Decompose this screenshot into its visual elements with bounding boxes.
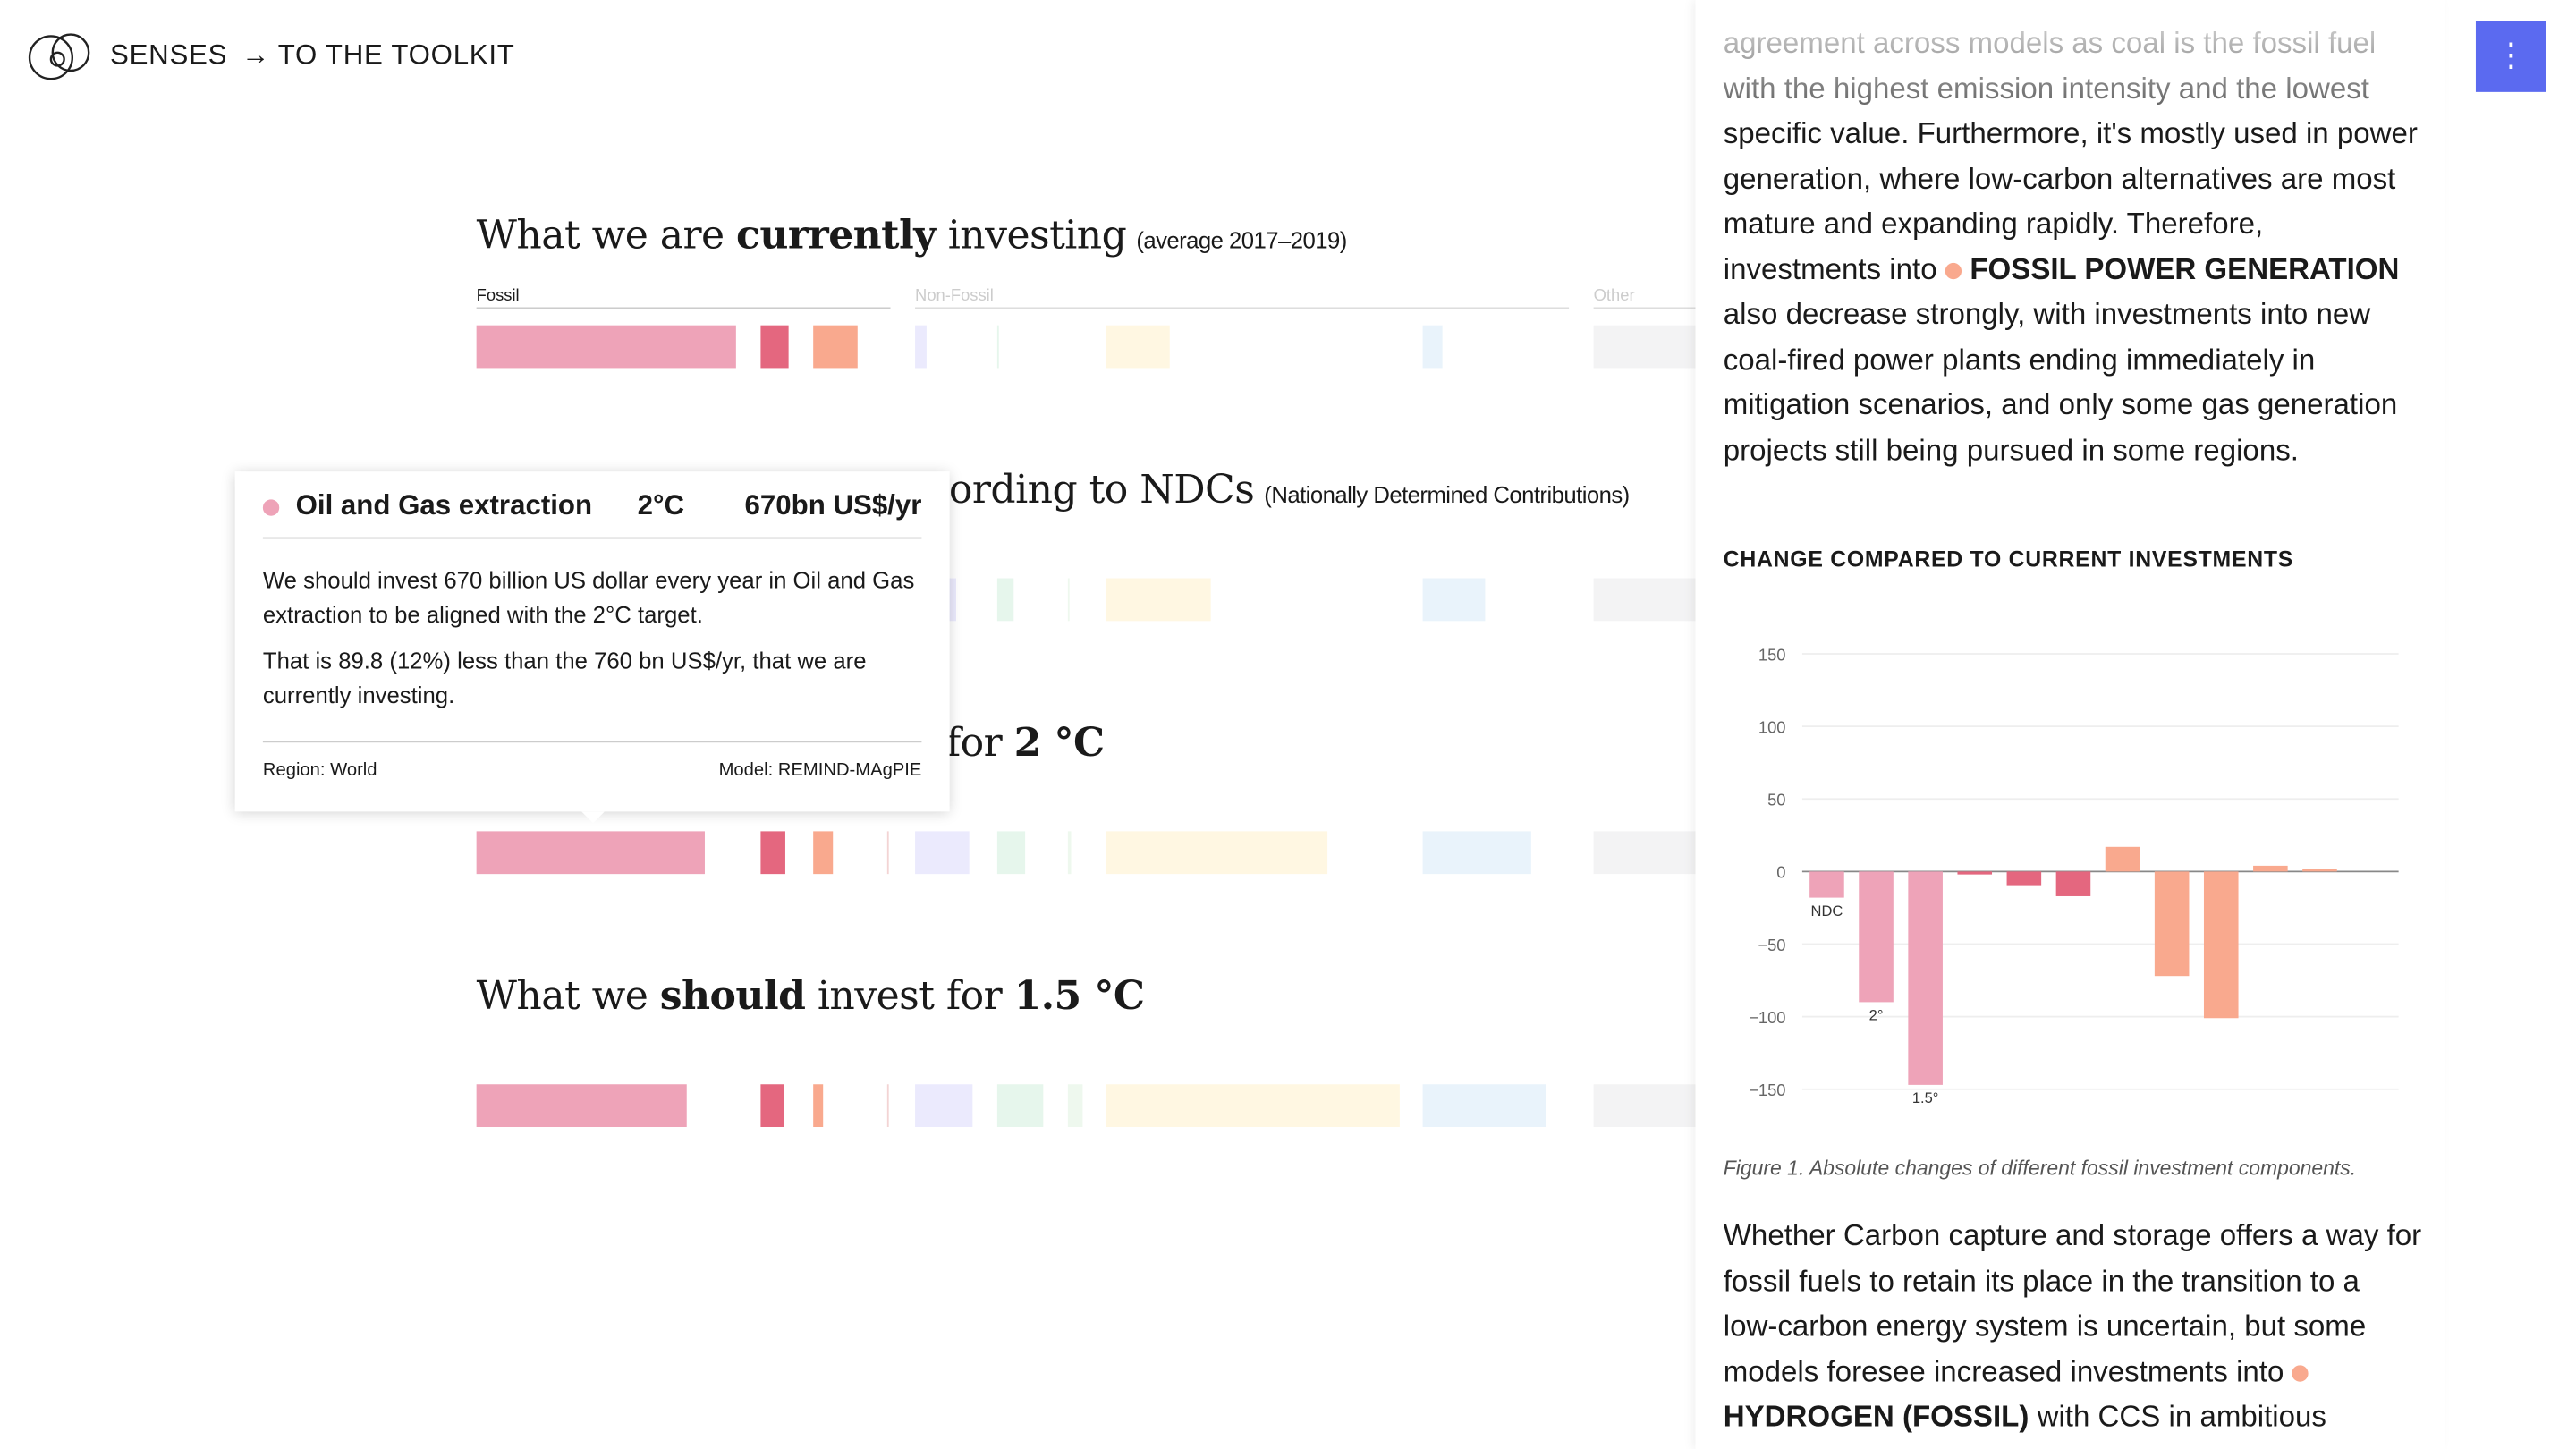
bar [2203, 871, 2239, 1019]
investment-bar [1067, 831, 1072, 875]
heading-part: What we are [476, 211, 737, 258]
chart: 150 100 50 0 −50 −100 −150 NDC 2° 1.5° [1749, 645, 2399, 1106]
heading-part: 2 °C [1013, 717, 1106, 766]
x-tick-label: NDC [1811, 902, 1843, 919]
bar [2302, 869, 2337, 872]
investment-bar [1067, 1084, 1083, 1127]
logo[interactable] [26, 30, 98, 82]
investment-bar [996, 325, 999, 369]
investment-bar [1106, 831, 1328, 875]
tooltip-title: Oil and Gas extraction [295, 489, 593, 521]
column-header: Other [1593, 287, 1725, 309]
investment-bar [760, 1084, 784, 1127]
y-tick-label: 150 [1758, 645, 1786, 664]
investment-bar [760, 325, 789, 369]
investment-bar [886, 1084, 889, 1127]
brand[interactable]: SENSES [110, 39, 228, 71]
investment-bar [476, 325, 736, 369]
bar [1908, 871, 1943, 1085]
investment-bar [1422, 1084, 1546, 1127]
heading-part: invest for [805, 972, 1014, 1019]
bar [2006, 871, 2042, 886]
heading-note: (average 2017–2019) [1136, 226, 1347, 253]
investment-bar [996, 578, 1014, 622]
heading-part: investing [936, 211, 1127, 258]
investment-bar [886, 831, 889, 875]
investment-bar [915, 831, 970, 875]
investment-bar [915, 325, 928, 369]
investment-bar [1067, 578, 1069, 622]
tooltip-region: Region: World [262, 760, 377, 781]
investment-bar [1106, 1084, 1401, 1127]
y-tick-label: −100 [1749, 1008, 1785, 1027]
investment-bar [915, 1084, 973, 1127]
column-header: Non-Fossil [915, 287, 1570, 309]
bar [2055, 871, 2091, 896]
investment-bar [1593, 831, 1697, 875]
investment-bar [1422, 831, 1531, 875]
y-tick-label: −50 [1758, 936, 1785, 954]
y-tick-label: −150 [1749, 1080, 1785, 1099]
investment-bar [476, 831, 706, 875]
investment-bar [996, 831, 1026, 875]
y-tick-label: 50 [1767, 791, 1785, 809]
tooltip-text: That is 89.8 (12%) less than the 760 bn … [262, 647, 867, 708]
investment-bar [813, 831, 834, 875]
bar [1957, 871, 1993, 875]
chart-title: CHANGE COMPARED TO CURRENT INVESTMENTS [1723, 547, 2294, 572]
y-tick-label: 0 [1776, 863, 1785, 882]
investment-bar [1422, 325, 1443, 369]
tooltip-text: We should invest 670 billion US dollar e… [262, 566, 915, 628]
investment-bar [1106, 578, 1211, 622]
column-header: Fossil [476, 287, 891, 309]
bar [2253, 865, 2288, 872]
investment-bar [813, 1084, 824, 1127]
investment-bar [1422, 578, 1486, 622]
y-tick-label: 100 [1758, 717, 1786, 736]
investment-bar [1593, 578, 1697, 622]
investment-bar [996, 1084, 1044, 1127]
investment-bar [813, 325, 858, 369]
heading-part: currently [736, 210, 936, 258]
heading-part: What we [476, 972, 660, 1019]
row-heading: What we should invest for 1.5 °C [477, 971, 1145, 1019]
x-tick-label: 2° [1869, 1007, 1884, 1024]
bar [1809, 871, 1844, 898]
toolkit-link[interactable]: → TO THE TOOLKIT [241, 39, 515, 71]
investment-bar [1593, 325, 1697, 369]
heading-part: should [659, 970, 806, 1019]
paragraph: Whether Carbon capture and storage offer… [1723, 1218, 2422, 1433]
investment-bar [476, 1084, 687, 1127]
investment-bar [1593, 1084, 1697, 1127]
x-tick-label: 1.5° [1912, 1089, 1939, 1106]
tooltip: Oil and Gas extraction 2°C 670bn US$/yr … [234, 471, 950, 824]
bar [1859, 871, 1894, 1003]
heading-note: (Nationally Determined Contributions) [1264, 481, 1630, 508]
row-heading: What we are currently investing (average … [476, 210, 1348, 258]
bar [2105, 846, 2140, 872]
tooltip-scenario: 2°C [637, 489, 685, 521]
sidebar: agreement across models as coal is the f… [1695, 0, 2445, 1449]
investment-bar [760, 831, 785, 875]
figure-caption: Figure 1. Absolute changes of different … [1723, 1157, 2357, 1180]
tooltip-model: Model: REMIND-MAgPIE [718, 760, 922, 781]
investment-bar [1106, 325, 1170, 369]
heading-part: 1.5 °C [1013, 970, 1145, 1019]
menu-button[interactable]: ⋮ [2475, 21, 2546, 92]
legend-dot [262, 499, 280, 516]
bar [2154, 871, 2190, 977]
tooltip-amount: 670bn US$/yr [744, 489, 922, 521]
